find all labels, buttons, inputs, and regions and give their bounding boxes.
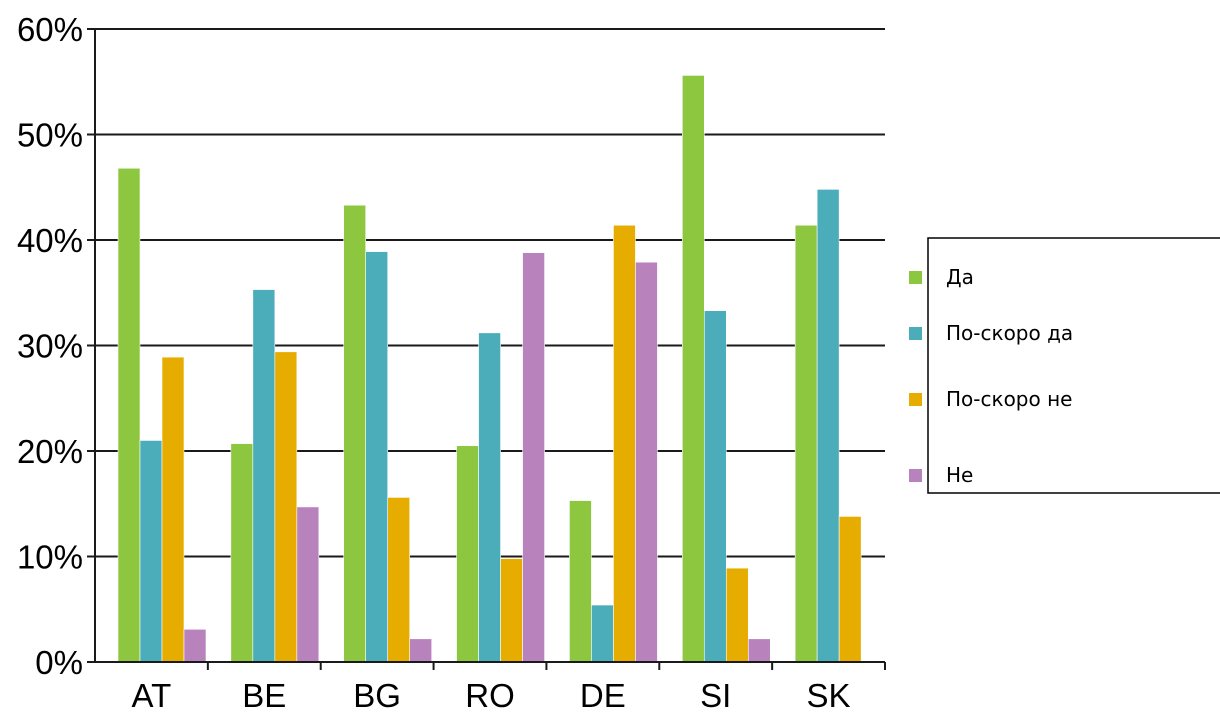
bar-at-series-1	[117, 167, 141, 663]
bar-ro-series-4	[522, 252, 545, 663]
legend-swatch	[909, 469, 922, 482]
y-tick-label: 50%	[17, 117, 83, 154]
bar-be-series-4	[296, 506, 320, 663]
bar-sk-series-1	[794, 224, 818, 663]
bar-at-series-3	[161, 356, 185, 663]
legend-label: По-скоро да	[946, 321, 1073, 345]
bar-si-series-3	[725, 567, 749, 663]
y-tick-label: 60%	[17, 11, 83, 48]
y-tick-label: 30%	[17, 328, 83, 365]
y-tick-label: 40%	[17, 222, 83, 259]
bar-bg-series-1	[343, 204, 367, 663]
legend-swatch	[909, 271, 922, 284]
bar-ro-series-1	[456, 445, 479, 663]
bar-ro-series-2	[478, 332, 501, 663]
bar-si-series-2	[703, 310, 727, 663]
bars	[117, 75, 862, 663]
bar-de-series-3	[613, 224, 636, 663]
bar-ro-series-3	[500, 558, 523, 663]
y-tick-label: 0%	[35, 644, 83, 681]
bar-at-series-4	[183, 628, 207, 663]
axes: 0% 10% 20% 30% 40% 50% 60% AT BE BG RO DE SI SK	[17, 11, 886, 714]
bar-bg-series-4	[409, 638, 433, 663]
legend-label: Не	[946, 463, 973, 487]
bar-si-series-1	[681, 75, 705, 663]
legend-label: Да	[946, 265, 974, 289]
legend-box	[927, 237, 1220, 494]
bar-sk-series-2	[816, 189, 840, 663]
x-category-label: BG	[353, 677, 401, 714]
x-category-label: SI	[700, 677, 731, 714]
bar-bg-series-2	[365, 251, 389, 663]
bar-bg-series-3	[387, 497, 411, 663]
legend-swatch	[909, 327, 922, 340]
x-category-label: SK	[807, 677, 851, 714]
x-category-label: BE	[242, 677, 286, 714]
bar-si-series-4	[747, 638, 771, 663]
x-category-label: DE	[580, 677, 626, 714]
y-tick-label: 10%	[17, 539, 83, 576]
x-category-label: AT	[132, 677, 172, 714]
bar-be-series-2	[252, 289, 276, 663]
bar-sk-series-3	[838, 516, 862, 663]
legend: Да По-скоро да По-скоро не Не	[909, 237, 1220, 494]
legend-label: По-скоро не	[946, 387, 1072, 411]
bar-be-series-3	[274, 351, 298, 663]
bar-de-series-1	[569, 500, 592, 663]
x-category-label: RO	[465, 677, 515, 714]
legend-swatch	[909, 393, 922, 406]
bar-at-series-2	[139, 440, 163, 663]
bar-de-series-2	[591, 604, 614, 663]
bar-de-series-4	[635, 261, 658, 663]
y-tick-label: 20%	[17, 433, 83, 470]
bar-be-series-1	[230, 443, 254, 663]
